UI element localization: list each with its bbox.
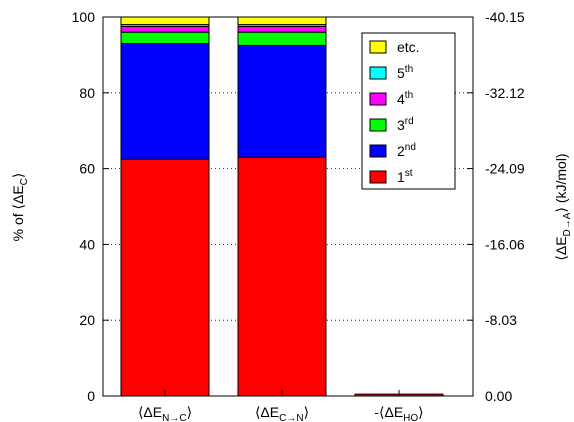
legend-label: 3rd bbox=[397, 116, 414, 133]
y2-tick-label: -40.15 bbox=[485, 9, 525, 25]
x-tick-label: ⟨ΔEN→C⟩ bbox=[138, 404, 192, 422]
legend-swatch bbox=[369, 144, 387, 158]
legend-label: 4th bbox=[397, 90, 413, 107]
plot-frame bbox=[102, 16, 474, 397]
legend-swatch bbox=[369, 66, 387, 80]
y2-tick-label: -8.03 bbox=[485, 312, 517, 328]
y-tick-label: 0 bbox=[87, 388, 95, 404]
legend-box bbox=[361, 32, 456, 190]
bar-segment-3 bbox=[237, 31, 327, 46]
y-tick-label: 60 bbox=[79, 161, 95, 177]
x-tick-label: -⟨ΔEHO⟩ bbox=[374, 404, 423, 422]
y2-tick-label: -32.12 bbox=[485, 85, 525, 101]
y-tick-label: 40 bbox=[79, 236, 95, 252]
legend-swatch bbox=[369, 170, 387, 184]
y2-axis-label: ⟨ΔED→A⟩ (kJ/mol) bbox=[553, 153, 573, 260]
bar-segment-etc bbox=[120, 16, 210, 26]
bar-segment-1 bbox=[120, 158, 210, 397]
legend-swatch bbox=[369, 92, 387, 106]
bar-segment-2 bbox=[120, 43, 210, 160]
bar-segment-4 bbox=[120, 25, 210, 33]
legend-label: 2nd bbox=[397, 142, 416, 159]
y2-tick-label: 0.00 bbox=[485, 388, 512, 404]
legend-swatch bbox=[369, 40, 387, 54]
legend-label: 5th bbox=[397, 64, 413, 81]
legend-label: etc. bbox=[397, 39, 420, 55]
bar-segment-3 bbox=[120, 31, 210, 45]
left-axis-ticks: 0 20 40 60 80 100 bbox=[72, 9, 109, 404]
bar-segment-1 bbox=[237, 156, 327, 397]
y-tick-label: 20 bbox=[79, 312, 95, 328]
y-tick-label: 100 bbox=[72, 9, 96, 25]
y-tick-label: 80 bbox=[79, 85, 95, 101]
x-axis-tick-labels: ⟨ΔEN→C⟩ ⟨ΔEC→N⟩ -⟨ΔEHO⟩ bbox=[138, 390, 424, 422]
right-axis-ticks: 0.00 -8.03 -16.06 -24.09 -32.12 -40.15 bbox=[467, 9, 525, 404]
bar-stacks bbox=[120, 16, 444, 397]
bar-segment-etc bbox=[237, 16, 327, 26]
x-tick-label: ⟨ΔEC→N⟩ bbox=[255, 404, 309, 422]
y2-tick-label: -24.09 bbox=[485, 161, 525, 177]
legend: etc. 5th 4th 3rd 2nd 1st bbox=[361, 32, 456, 190]
legend-label: 1st bbox=[397, 168, 413, 185]
y-axis-label: % of ⟨ΔEC⟩ bbox=[10, 173, 30, 242]
bar-segment-2 bbox=[237, 44, 327, 158]
legend-swatch bbox=[369, 118, 387, 132]
bar-segment-4 bbox=[237, 25, 327, 33]
y2-tick-label: -16.06 bbox=[485, 236, 525, 252]
